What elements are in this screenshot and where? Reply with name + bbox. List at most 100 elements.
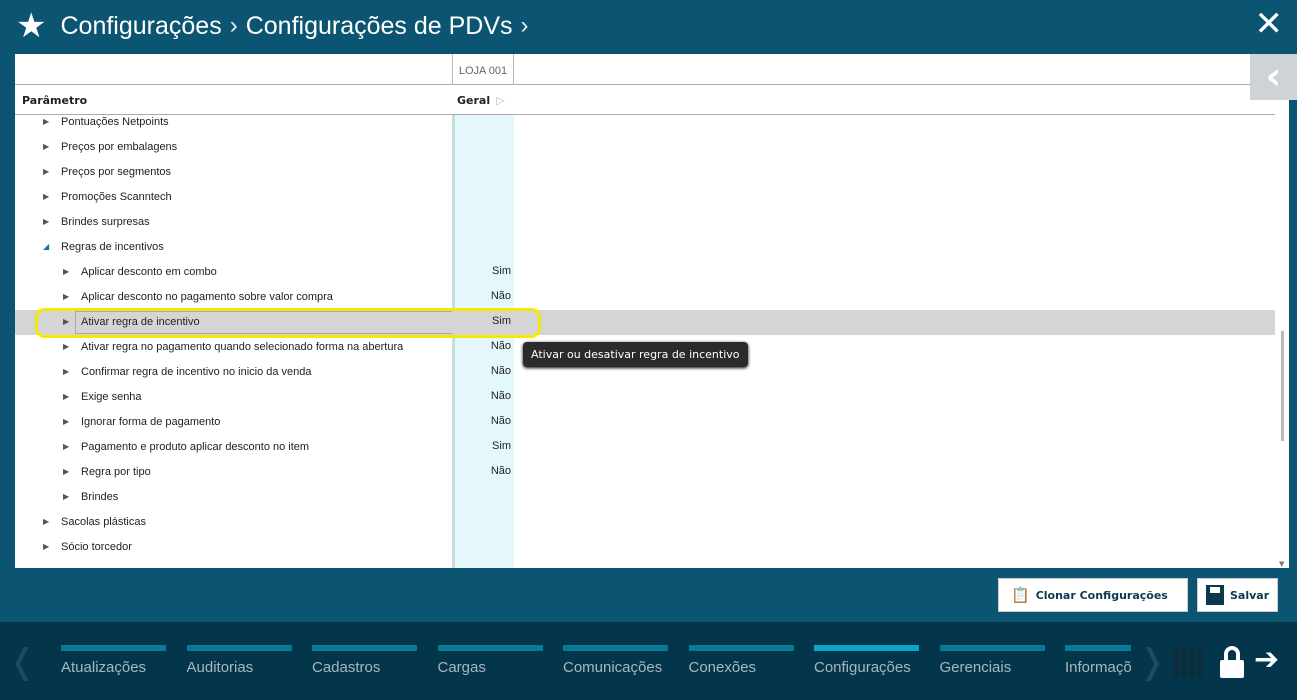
expand-triangle-icon[interactable]: ▶	[63, 267, 70, 276]
table-row[interactable]: ▶ Aplicar desconto no pagamento sobre val…	[15, 285, 1275, 310]
nav-item[interactable]: Configurações	[814, 645, 919, 676]
logout-arrow-icon[interactable]: ➔	[1254, 642, 1280, 677]
expand-triangle-icon[interactable]: ▶	[63, 342, 70, 351]
nav-prev-icon[interactable]: ❬	[8, 642, 37, 682]
nav-item[interactable]: Gerenciais	[939, 645, 1045, 676]
row-label: Aplicar desconto em combo	[81, 266, 217, 278]
row-value[interactable]: Sim	[492, 440, 511, 452]
close-icon[interactable]: ✕	[1254, 4, 1284, 44]
row-label: Brindes	[81, 491, 119, 503]
table-row[interactable]: ▶ Aplicar desconto em combo Sim	[15, 260, 1275, 285]
nav-item[interactable]: Comunicações	[563, 645, 668, 676]
row-label: Preços por segmentos	[61, 166, 172, 178]
chevron-left-icon: ‹	[1265, 54, 1282, 98]
row-value[interactable]: Sim	[492, 265, 511, 277]
nav-item[interactable]: Informações	[1065, 645, 1131, 676]
row-label: Sacolas plásticas	[61, 516, 146, 528]
row-label: Regra por tipo	[81, 466, 151, 478]
expand-triangle-icon[interactable]: ▶	[43, 117, 50, 126]
parameters-table: LOJA 001 Parâmetro Geral ▷ ▶ Pontuações Ne…	[15, 54, 1289, 568]
table-row[interactable]: ▶ Promoções Scanntech	[15, 185, 1275, 210]
expand-triangle-icon[interactable]: ▶	[63, 442, 70, 451]
table-row[interactable]: ▶ Confirmar regra de incentivo no inicio …	[15, 360, 1275, 385]
apps-grid-icon[interactable]	[1173, 647, 1205, 677]
breadcrumb: ★ Configurações › Configurações de PDVs …	[16, 6, 529, 46]
nav-item[interactable]: Conexões	[688, 645, 794, 676]
table-row[interactable]: ▶ Brindes	[15, 485, 1275, 510]
highlight-annotation	[35, 308, 541, 338]
expand-triangle-icon[interactable]: ▶	[63, 417, 70, 426]
nav-item-label: Conexões	[688, 659, 757, 676]
table-row[interactable]: ▶ Sócio torcedor	[15, 535, 1275, 560]
column-header-row: Parâmetro Geral ▷	[15, 85, 1275, 115]
expand-triangle-icon[interactable]: ▶	[43, 142, 50, 151]
star-icon[interactable]: ★	[16, 7, 47, 45]
expand-triangle-icon[interactable]: ▶	[43, 217, 50, 226]
row-value[interactable]: Não	[490, 415, 511, 427]
expand-triangle-icon[interactable]: ▶	[43, 542, 50, 551]
nav-item-bar	[814, 645, 919, 651]
clone-config-button[interactable]: 📋 Clonar Configurações	[998, 578, 1188, 612]
table-row[interactable]: ◢ Regras de incentivos	[15, 235, 1275, 260]
row-label: Confirmar regra de incentivo no inicio d…	[81, 366, 312, 378]
table-row[interactable]: ▶ Preços por embalagens	[15, 135, 1275, 160]
nav-item-bar	[61, 645, 166, 651]
table-row[interactable]: ▶ Pontuações Netpoints	[15, 110, 1275, 135]
table-row[interactable]: ▶ Ativar regra no pagamento quando seleci…	[15, 335, 1275, 360]
breadcrumb-configuracoes-pdvs[interactable]: Configurações de PDVs	[245, 11, 513, 40]
collapse-panel-button[interactable]: ‹	[1250, 54, 1297, 100]
row-value[interactable]: Não	[490, 465, 511, 477]
chevron-right-icon: ›	[229, 12, 238, 39]
row-label: Sócio torcedor	[61, 541, 132, 553]
expand-triangle-icon[interactable]: ▶	[63, 467, 70, 476]
table-row[interactable]: ▶ Preços por segmentos	[15, 160, 1275, 185]
table-row[interactable]: ▶ Sacolas plásticas	[15, 510, 1275, 535]
general-header[interactable]: Geral ▷	[457, 94, 505, 107]
table-row[interactable]: ▶ Pagamento e produto aplicar desconto no…	[15, 435, 1275, 460]
row-value[interactable]: Não	[490, 340, 511, 352]
scroll-down-icon[interactable]: ▼	[1279, 560, 1285, 568]
expand-arrow-icon[interactable]: ▷	[496, 94, 505, 107]
table-row[interactable]: ▶ Ativar regra de incentivo Sim	[15, 310, 1275, 335]
row-label: Exige senha	[81, 391, 142, 403]
expanded-triangle-icon[interactable]: ◢	[43, 242, 50, 251]
table-row[interactable]: ▶ Brindes surpresas	[15, 210, 1275, 235]
save-button[interactable]: Salvar	[1197, 578, 1278, 612]
scrollbar[interactable]: ▼	[1277, 115, 1289, 568]
expand-triangle-icon[interactable]: ▶	[63, 367, 70, 376]
general-column-bg	[452, 115, 514, 568]
nav-item[interactable]: Auditorias	[186, 645, 292, 676]
lock-icon[interactable]	[1219, 646, 1245, 678]
row-label: Preços por embalagens	[61, 141, 178, 153]
row-label: Promoções Scanntech	[61, 191, 172, 203]
expand-triangle-icon[interactable]: ▶	[43, 192, 50, 201]
nav-item-bar	[312, 645, 417, 651]
expand-triangle-icon[interactable]: ▶	[63, 392, 70, 401]
table-row[interactable]: ▶ Ignorar forma de pagamento Não	[15, 410, 1275, 435]
chevron-right-icon[interactable]: ›	[520, 12, 529, 39]
expand-triangle-icon[interactable]: ▶	[63, 317, 70, 326]
nav-item-label: Auditorias	[186, 659, 254, 676]
nav-item-label: Atualizações	[61, 659, 147, 676]
expand-triangle-icon[interactable]: ▶	[63, 492, 70, 501]
store-column-header: LOJA 001	[452, 54, 514, 85]
nav-item[interactable]: Atualizações	[61, 645, 166, 676]
expand-triangle-icon[interactable]: ▶	[43, 517, 50, 526]
breadcrumb-configuracoes[interactable]: Configurações	[60, 11, 222, 40]
nav-item-label: Comunicações	[563, 659, 663, 676]
nav-item[interactable]: Cargas	[437, 645, 543, 676]
expand-triangle-icon[interactable]: ▶	[43, 167, 50, 176]
expand-triangle-icon[interactable]: ▶	[63, 292, 70, 301]
table-row[interactable]: ▶ Regra por tipo Não	[15, 460, 1275, 485]
row-value[interactable]: Não	[490, 390, 511, 402]
nav-next-icon[interactable]: ❭	[1138, 642, 1167, 682]
table-row[interactable]: ▶ Exige senha Não	[15, 385, 1275, 410]
nav-item[interactable]: Cadastros	[312, 645, 417, 676]
row-value[interactable]: Não	[490, 365, 511, 377]
store-header-row: LOJA 001	[15, 54, 1289, 85]
row-value[interactable]: Sim	[492, 315, 511, 327]
row-value[interactable]: Não	[490, 290, 511, 302]
scrollbar-thumb[interactable]	[1281, 331, 1284, 441]
clone-label: Clonar Configurações	[1035, 588, 1168, 602]
nav-item-label: Cargas	[437, 659, 486, 676]
